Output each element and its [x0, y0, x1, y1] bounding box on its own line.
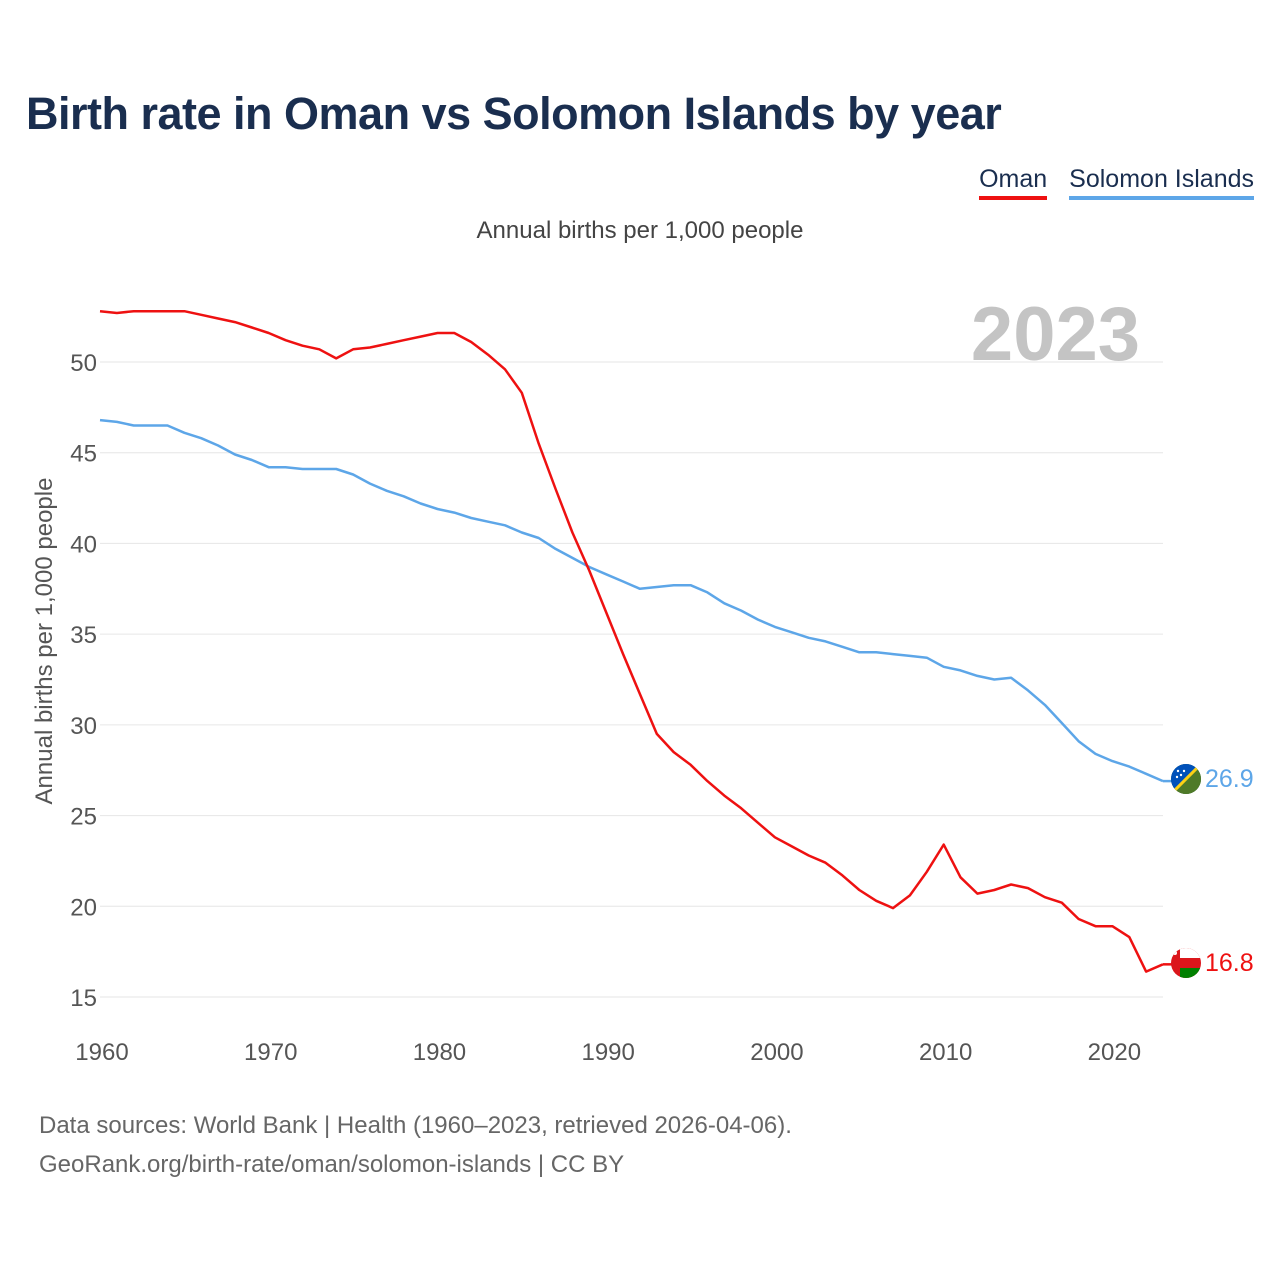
series-line-oman[interactable] — [99, 309, 1164, 973]
x-axis: 1960 1970 1980 1990 2000 2010 2020 — [75, 1039, 1141, 1066]
series-line-solomon-islands[interactable] — [99, 418, 1164, 783]
y-tick-label: 15 — [70, 985, 97, 1012]
y-tick-label: 30 — [70, 713, 97, 740]
x-tick-label: 1960 — [75, 1039, 128, 1066]
y-tick-label: 25 — [70, 804, 97, 831]
oman-end-value: 16.8 — [1205, 949, 1254, 977]
source-line: Data sources: World Bank | Health (1960–… — [39, 1112, 792, 1139]
y-tick-label: 45 — [70, 441, 97, 468]
x-tick-label: 2010 — [919, 1039, 972, 1066]
solomon-islands-flag-icon — [1171, 764, 1201, 794]
oman-flag-icon — [1171, 948, 1201, 978]
x-tick-label: 1990 — [581, 1039, 634, 1066]
x-tick-label: 2000 — [750, 1039, 803, 1066]
legend-item-solomon-islands[interactable]: Solomon Islands — [1069, 165, 1254, 200]
x-tick-label: 1970 — [244, 1039, 297, 1066]
x-tick-label: 2020 — [1088, 1039, 1141, 1066]
series-lines — [99, 309, 1172, 973]
source-url[interactable]: GeoRank.org/birth-rate/oman/solomon-isla… — [39, 1151, 625, 1178]
y-tick-label: 20 — [70, 894, 97, 921]
solomon-islands-end-value: 26.9 — [1205, 765, 1254, 793]
y-axis-label: Annual births per 1,000 people — [31, 478, 58, 805]
source-note: Data sources: World Bank | Health (1960–… — [39, 1106, 792, 1184]
legend-item-oman[interactable]: Oman — [979, 165, 1048, 200]
chart-title: Birth rate in Oman vs Solomon Islands by… — [26, 88, 1002, 139]
y-tick-label: 35 — [70, 622, 97, 649]
y-tick-label: 50 — [70, 350, 97, 377]
legend: Oman Solomon Islands — [979, 165, 1254, 200]
y-tick-label: 40 — [70, 531, 97, 558]
x-tick-label: 1980 — [413, 1039, 466, 1066]
y-axis: 15 20 25 30 35 40 45 50 — [70, 350, 97, 1012]
line-chart: 15 20 25 30 35 40 45 50 1960 1970 1980 1990 2000 201… — [31, 292, 1254, 1066]
gridlines — [100, 361, 1163, 998]
chart-subtitle: Annual births per 1,000 people — [476, 217, 804, 244]
year-watermark: 2023 — [971, 292, 1140, 377]
